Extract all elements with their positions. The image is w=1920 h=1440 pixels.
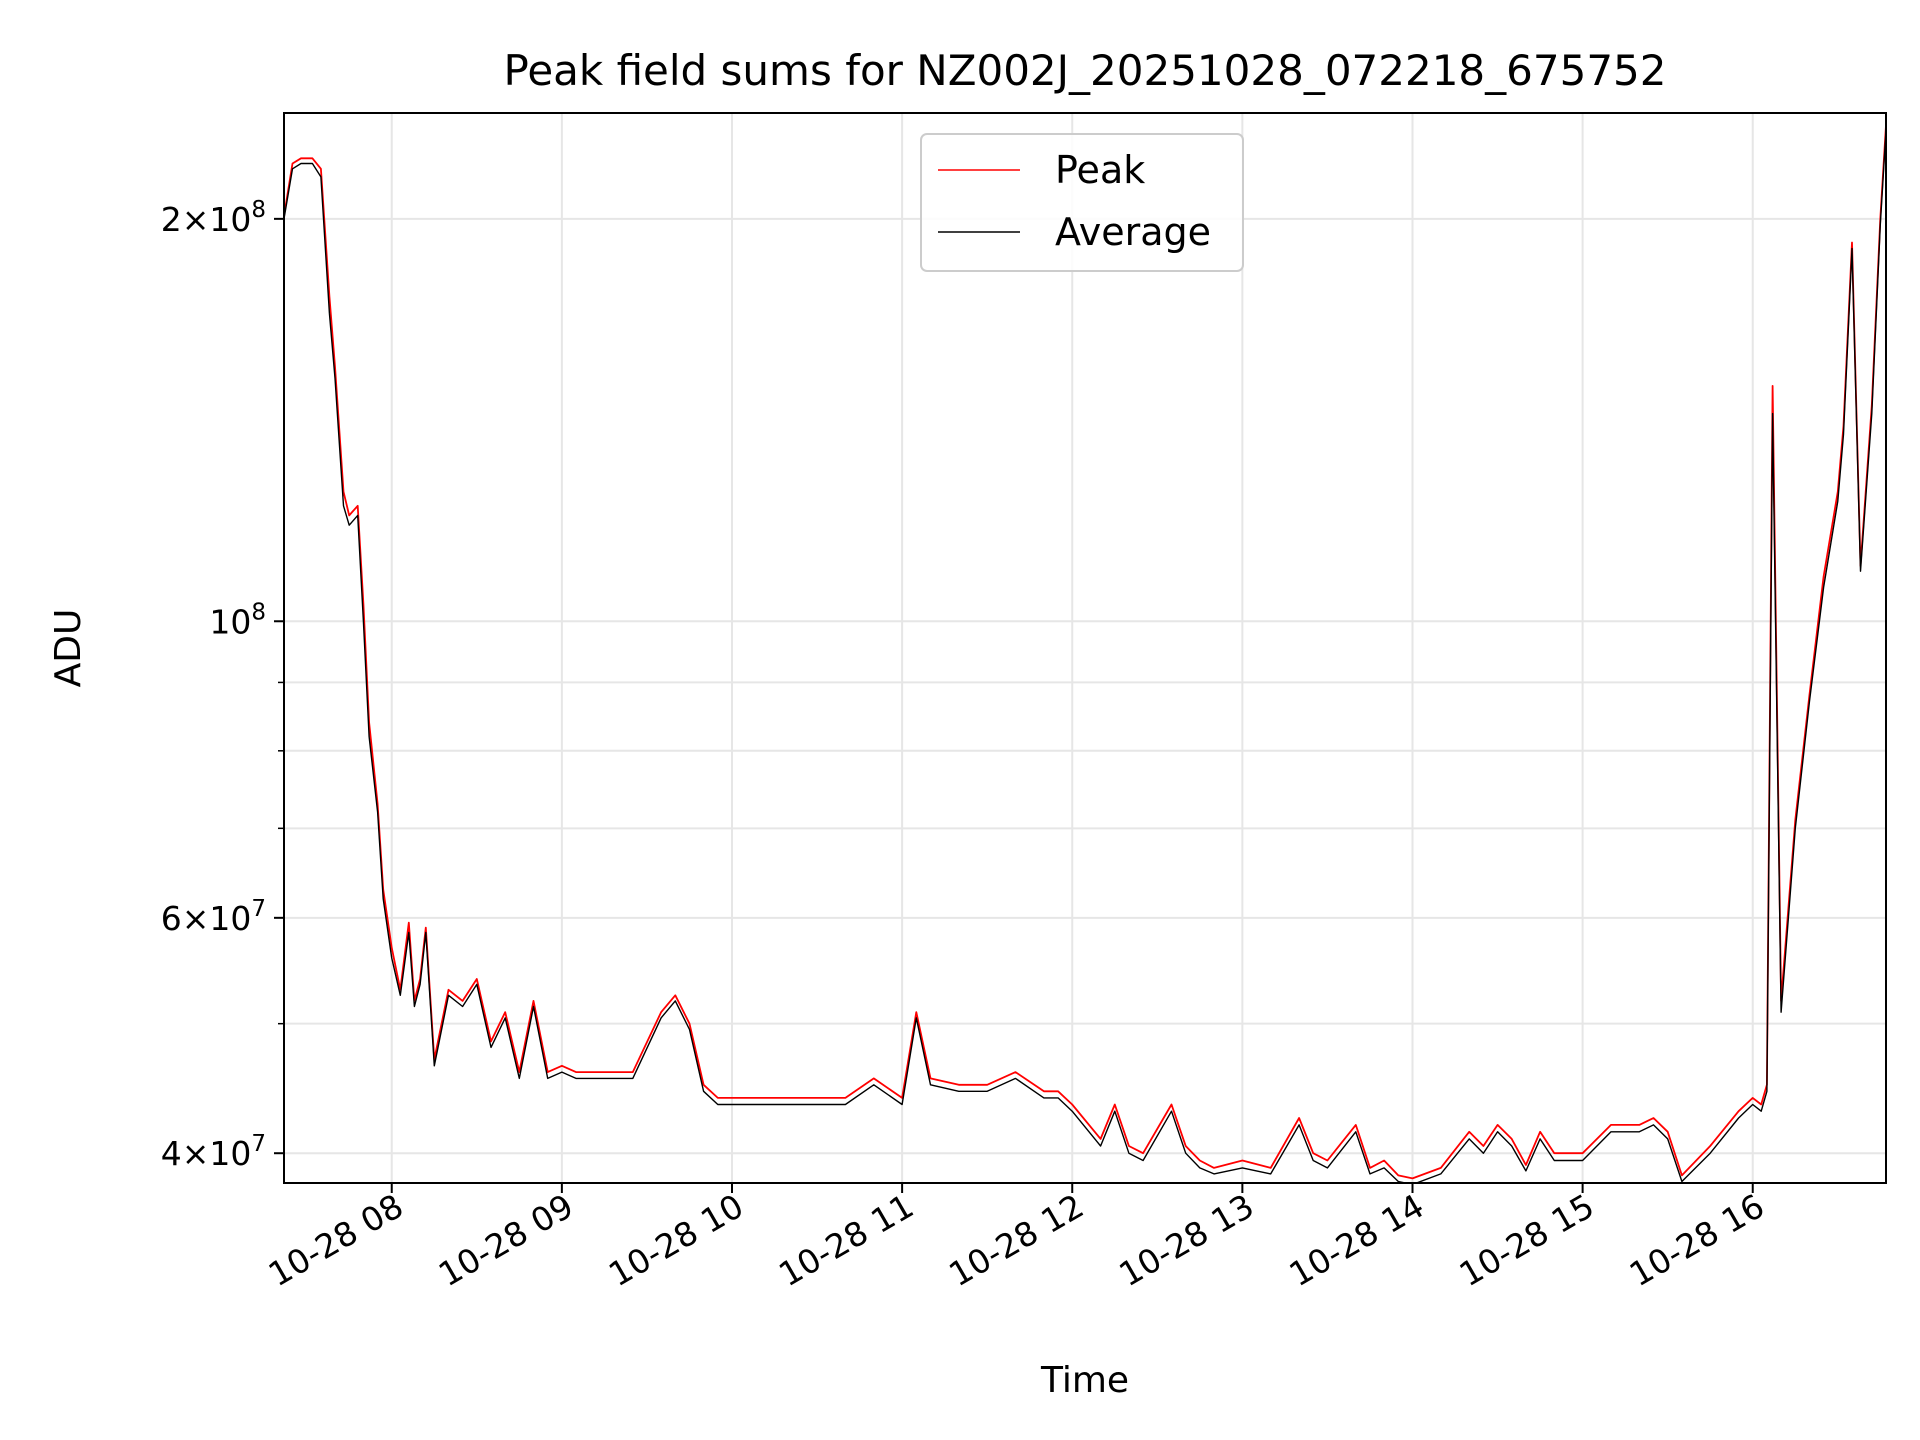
legend: Peak Average [920, 133, 1244, 272]
y-tick-label: 6×107 [161, 896, 266, 938]
series-line-average [284, 130, 1886, 1183]
x-axis-label: Time [1040, 1360, 1129, 1401]
legend-label-peak: Peak [1055, 148, 1145, 192]
series-layer [284, 125, 1886, 1183]
legend-label-average: Average [1055, 210, 1211, 254]
y-axis-label: ADU [48, 609, 89, 688]
grid [284, 113, 1886, 1183]
legend-box [920, 133, 1244, 272]
chart-title: Peak field sums for NZ002J_20251028_0722… [504, 46, 1667, 95]
y-tick-label: 4×107 [161, 1131, 266, 1173]
y-tick-label: 2×108 [161, 197, 266, 239]
plot-frame [283, 112, 1887, 1184]
